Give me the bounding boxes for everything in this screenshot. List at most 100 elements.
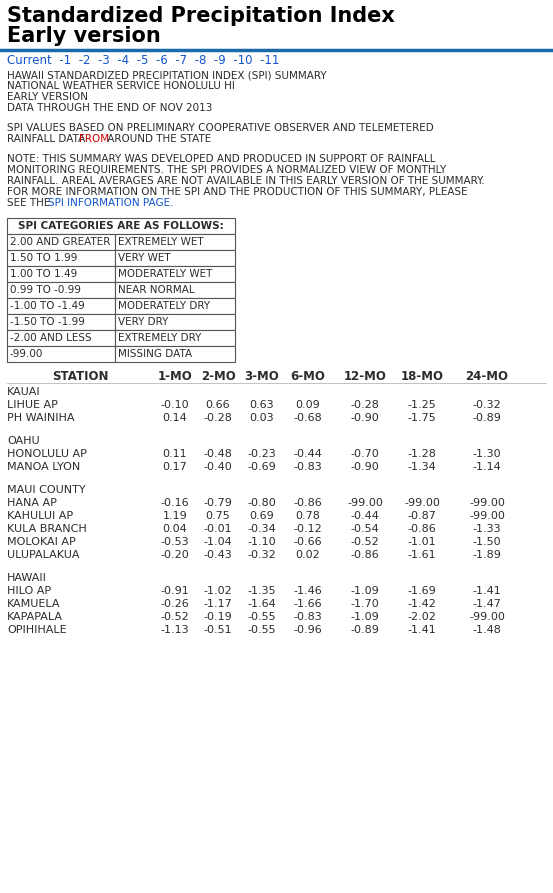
Bar — [115, 330, 235, 346]
Bar — [7, 346, 115, 362]
Text: -1.41: -1.41 — [473, 586, 502, 596]
Text: -1.28: -1.28 — [408, 449, 436, 459]
Bar — [7, 314, 115, 330]
Text: VERY WET: VERY WET — [118, 253, 171, 263]
Text: RAINFALL DATA: RAINFALL DATA — [7, 134, 88, 144]
Text: -2.02: -2.02 — [408, 612, 436, 622]
Text: 0.03: 0.03 — [250, 413, 274, 423]
Text: -0.90: -0.90 — [351, 462, 379, 472]
Bar — [7, 330, 115, 346]
Text: -0.20: -0.20 — [160, 550, 189, 560]
Text: -1.47: -1.47 — [473, 599, 502, 609]
Bar — [115, 234, 235, 250]
Text: 3-MO: 3-MO — [244, 370, 279, 383]
Text: 1.19: 1.19 — [163, 511, 187, 521]
Text: -1.41: -1.41 — [408, 625, 436, 635]
Text: EXTREMELY WET: EXTREMELY WET — [118, 237, 204, 247]
Text: NOTE: THIS SUMMARY WAS DEVELOPED AND PRODUCED IN SUPPORT OF RAINFALL: NOTE: THIS SUMMARY WAS DEVELOPED AND PRO… — [7, 154, 436, 164]
Bar — [7, 282, 115, 298]
Bar — [115, 314, 235, 330]
Text: -1.10: -1.10 — [248, 537, 276, 547]
Text: -1.30: -1.30 — [473, 449, 502, 459]
Text: 1.00 TO 1.49: 1.00 TO 1.49 — [10, 269, 77, 279]
Text: 0.04: 0.04 — [163, 524, 187, 534]
Text: -1.46: -1.46 — [294, 586, 322, 596]
Text: -0.90: -0.90 — [351, 413, 379, 423]
Text: HONOLULU AP: HONOLULU AP — [7, 449, 87, 459]
Text: 0.69: 0.69 — [249, 511, 274, 521]
Text: HAWAII STANDARDIZED PRECIPITATION INDEX (SPI) SUMMARY: HAWAII STANDARDIZED PRECIPITATION INDEX … — [7, 70, 327, 80]
Text: 1-MO: 1-MO — [158, 370, 192, 383]
Text: KAPAPALA: KAPAPALA — [7, 612, 63, 622]
Text: -0.01: -0.01 — [204, 524, 232, 534]
Text: -99.00: -99.00 — [469, 498, 505, 508]
Text: -1.04: -1.04 — [204, 537, 232, 547]
Text: -0.86: -0.86 — [408, 524, 436, 534]
Text: -0.86: -0.86 — [294, 498, 322, 508]
Text: -0.86: -0.86 — [351, 550, 379, 560]
Text: -0.32: -0.32 — [248, 550, 276, 560]
Text: -0.52: -0.52 — [351, 537, 379, 547]
Text: Early version: Early version — [7, 26, 161, 46]
Text: 18-MO: 18-MO — [400, 370, 444, 383]
Text: -1.69: -1.69 — [408, 586, 436, 596]
Text: -0.43: -0.43 — [204, 550, 232, 560]
Text: 0.78: 0.78 — [295, 511, 320, 521]
Text: -0.28: -0.28 — [351, 400, 379, 410]
Text: -99.00: -99.00 — [10, 349, 43, 359]
Text: -1.25: -1.25 — [408, 400, 436, 410]
Text: -1.34: -1.34 — [408, 462, 436, 472]
Text: -1.33: -1.33 — [473, 524, 502, 534]
Text: -0.55: -0.55 — [248, 625, 276, 635]
Text: MAUI COUNTY: MAUI COUNTY — [7, 485, 86, 495]
Text: -99.00: -99.00 — [469, 511, 505, 521]
Text: -1.14: -1.14 — [473, 462, 502, 472]
Text: NEAR NORMAL: NEAR NORMAL — [118, 285, 195, 295]
Text: -0.83: -0.83 — [294, 612, 322, 622]
Bar — [115, 346, 235, 362]
Bar — [7, 250, 115, 266]
Text: LIHUE AP: LIHUE AP — [7, 400, 58, 410]
Text: -1.17: -1.17 — [204, 599, 232, 609]
Text: -0.87: -0.87 — [408, 511, 436, 521]
Text: -0.34: -0.34 — [248, 524, 276, 534]
Text: HAWAII: HAWAII — [7, 573, 47, 583]
Bar — [115, 282, 235, 298]
Text: RAINFALL. AREAL AVERAGES ARE NOT AVAILABLE IN THIS EARLY VERSION OF THE SUMMARY.: RAINFALL. AREAL AVERAGES ARE NOT AVAILAB… — [7, 176, 484, 186]
Text: 0.14: 0.14 — [163, 413, 187, 423]
Text: -1.61: -1.61 — [408, 550, 436, 560]
Text: -1.89: -1.89 — [473, 550, 502, 560]
Text: -0.16: -0.16 — [161, 498, 189, 508]
Bar — [7, 266, 115, 282]
Text: -99.00: -99.00 — [347, 498, 383, 508]
Text: -0.89: -0.89 — [473, 413, 502, 423]
Text: 12-MO: 12-MO — [343, 370, 387, 383]
Text: -1.09: -1.09 — [351, 612, 379, 622]
Text: 0.17: 0.17 — [163, 462, 187, 472]
Text: -0.12: -0.12 — [294, 524, 322, 534]
Text: -0.28: -0.28 — [204, 413, 232, 423]
Text: Current  -1  -2  -3  -4  -5  -6  -7  -8  -9  -10  -11: Current -1 -2 -3 -4 -5 -6 -7 -8 -9 -10 -… — [7, 54, 279, 67]
Text: -1.01: -1.01 — [408, 537, 436, 547]
Text: -0.52: -0.52 — [160, 612, 189, 622]
Text: -0.89: -0.89 — [351, 625, 379, 635]
Text: AROUND THE STATE: AROUND THE STATE — [104, 134, 211, 144]
Text: -0.55: -0.55 — [248, 612, 276, 622]
Text: HANA AP: HANA AP — [7, 498, 57, 508]
Bar — [115, 266, 235, 282]
Text: 0.63: 0.63 — [250, 400, 274, 410]
Text: KAUAI: KAUAI — [7, 387, 40, 397]
Text: HILO AP: HILO AP — [7, 586, 51, 596]
Text: MOLOKAI AP: MOLOKAI AP — [7, 537, 76, 547]
Text: Standardized Precipitation Index: Standardized Precipitation Index — [7, 6, 395, 26]
Text: NATIONAL WEATHER SERVICE HONOLULU HI: NATIONAL WEATHER SERVICE HONOLULU HI — [7, 81, 235, 91]
Text: OPIHIHALE: OPIHIHALE — [7, 625, 66, 635]
Text: -99.00: -99.00 — [469, 612, 505, 622]
Text: 24-MO: 24-MO — [466, 370, 509, 383]
Text: -0.66: -0.66 — [294, 537, 322, 547]
Text: 0.99 TO -0.99: 0.99 TO -0.99 — [10, 285, 81, 295]
Text: PH WAINIHA: PH WAINIHA — [7, 413, 75, 423]
Text: -0.19: -0.19 — [204, 612, 232, 622]
Text: -1.00 TO -1.49: -1.00 TO -1.49 — [10, 301, 85, 311]
Text: -0.10: -0.10 — [161, 400, 189, 410]
